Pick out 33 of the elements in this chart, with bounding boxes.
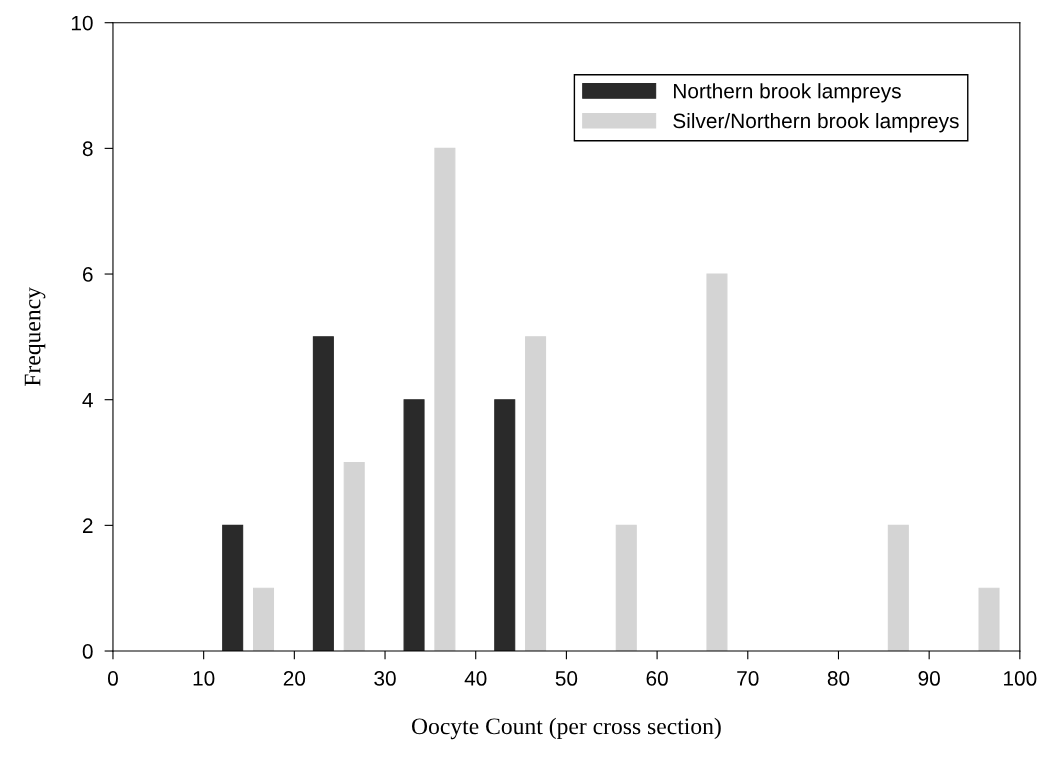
bar xyxy=(978,587,1000,652)
bar xyxy=(525,336,547,652)
x-tick-label: 80 xyxy=(827,671,850,686)
bar xyxy=(494,399,516,652)
x-tick-label: 20 xyxy=(283,671,306,686)
x-axis-title: Oocyte Count (per cross section) xyxy=(411,717,721,740)
bar xyxy=(343,461,365,652)
bar xyxy=(887,524,909,652)
bar xyxy=(403,399,425,652)
legend-label: Silver/Northern brook lampreys xyxy=(673,112,959,133)
bar xyxy=(434,147,456,652)
y-axis-title: Frequency xyxy=(24,287,46,387)
x-tick-label: 50 xyxy=(555,671,578,686)
y-tick-label: 0 xyxy=(82,644,93,659)
x-tick-label: 70 xyxy=(737,671,759,686)
legend-label: Northern brook lampreys xyxy=(674,83,901,103)
bar xyxy=(252,587,275,652)
x-tick-label: 100 xyxy=(1004,671,1037,686)
bar xyxy=(222,524,244,652)
y-tick-label: 10 xyxy=(71,15,93,31)
bar xyxy=(312,336,334,652)
y-tick-label: 6 xyxy=(83,267,93,282)
x-tick-label: 90 xyxy=(918,671,940,686)
x-tick-label: 0 xyxy=(107,671,118,686)
x-tick-label: 60 xyxy=(646,671,668,686)
bar xyxy=(706,273,728,652)
x-tick-label: 40 xyxy=(464,671,487,686)
y-tick-label: 8 xyxy=(82,141,93,157)
x-tick-label: 10 xyxy=(193,671,215,686)
bar xyxy=(615,524,637,652)
y-tick-label: 2 xyxy=(82,518,93,533)
x-tick-label: 30 xyxy=(374,671,396,686)
y-tick-label: 4 xyxy=(82,392,93,408)
